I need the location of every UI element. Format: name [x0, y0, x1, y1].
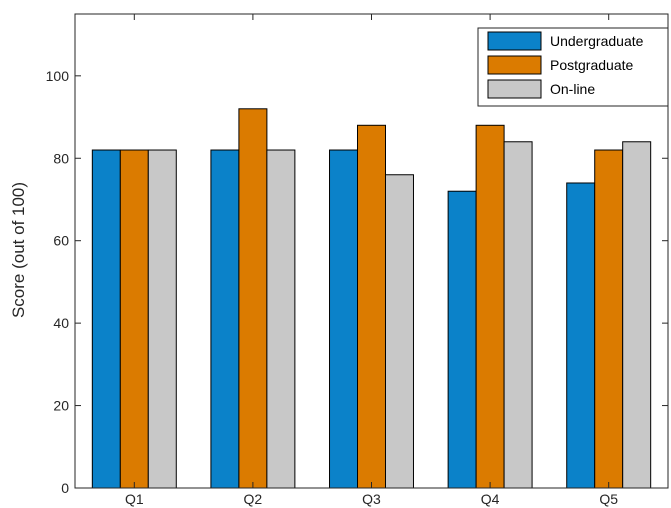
y-axis-label: Score (out of 100)	[9, 182, 28, 318]
bar-undergraduate-q5	[566, 182, 596, 489]
legend-swatch	[487, 31, 542, 51]
bar-on-line-q4	[503, 141, 533, 489]
legend-label: Postgraduate	[550, 57, 633, 73]
bar-undergraduate-q1	[91, 149, 121, 489]
x-tick-label: Q4	[481, 491, 500, 507]
x-tick-label: Q5	[599, 491, 618, 507]
bar-postgraduate-q2	[238, 108, 268, 489]
y-tick-label: 60	[53, 233, 69, 249]
y-tick-label: 40	[53, 315, 69, 331]
y-tick-label: 80	[53, 150, 69, 166]
bar-on-line-q3	[384, 174, 414, 489]
bar-undergraduate-q4	[447, 190, 477, 489]
y-tick-label: 20	[53, 398, 69, 414]
legend-label: On-line	[550, 81, 595, 97]
y-tick-label: 100	[46, 68, 70, 84]
axes-layer: 0 20 40 60 80 100 Q1 Q2 Q3 Q4 Q5	[46, 13, 669, 507]
legend: Undergraduate Postgraduate On-line	[477, 27, 669, 107]
bar-postgraduate-q5	[594, 149, 624, 489]
x-tick-label: Q3	[362, 491, 381, 507]
legend-swatch	[487, 55, 542, 75]
bar-postgraduate-q4	[475, 124, 505, 489]
bar-on-line-q5	[622, 141, 652, 489]
y-tick-label: 0	[61, 480, 69, 496]
bar-undergraduate-q2	[210, 149, 240, 489]
bar-on-line-q1	[147, 149, 177, 489]
x-tick-label: Q2	[244, 491, 263, 507]
bar-postgraduate-q3	[357, 124, 387, 489]
x-tick-label: Q1	[125, 491, 144, 507]
bar-undergraduate-q3	[329, 149, 359, 489]
bars-layer	[91, 108, 652, 489]
legend-swatch	[487, 79, 542, 99]
bar-on-line-q2	[266, 149, 296, 489]
bar-postgraduate-q1	[119, 149, 149, 489]
legend-label: Undergraduate	[550, 33, 644, 49]
